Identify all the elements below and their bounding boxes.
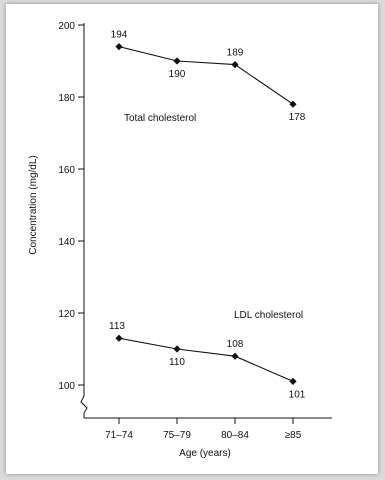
y-tick-label: 160 bbox=[58, 165, 75, 176]
y-ticks: 100 120 140 160 180 200 bbox=[58, 21, 84, 392]
axes bbox=[80, 23, 332, 419]
x-tick-label: 75–79 bbox=[163, 430, 191, 441]
data-point-marker bbox=[231, 61, 239, 69]
total-cholesterol-label: Total cholesterol bbox=[124, 113, 196, 124]
data-label: 178 bbox=[289, 112, 306, 123]
ldl-cholesterol-label: LDL cholesterol bbox=[234, 310, 303, 321]
y-tick-label: 200 bbox=[58, 21, 75, 32]
figure-frame bbox=[6, 4, 378, 474]
data-point-marker bbox=[231, 352, 239, 360]
series-line bbox=[118, 46, 294, 105]
data-point-marker bbox=[289, 100, 297, 108]
y-axis-break-mark bbox=[80, 395, 88, 414]
y-tick-label: 120 bbox=[58, 309, 75, 320]
y-axis-title: Concentration (mg/dL) bbox=[28, 155, 39, 255]
data-label: 108 bbox=[227, 339, 244, 350]
data-label: 194 bbox=[111, 30, 128, 41]
y-tick-label: 180 bbox=[58, 93, 75, 104]
series-1: 113 110 108 101 bbox=[109, 321, 306, 400]
y-tick-label: 140 bbox=[58, 237, 75, 248]
data-point-marker bbox=[173, 57, 181, 65]
series-0: 194 190 189 178 bbox=[111, 30, 306, 124]
data-point-marker bbox=[115, 43, 123, 51]
series-line bbox=[118, 337, 294, 382]
data-label: 189 bbox=[227, 48, 244, 59]
data-label: 110 bbox=[169, 357, 185, 368]
data-label: 101 bbox=[289, 389, 306, 400]
data-label: 190 bbox=[169, 69, 186, 80]
x-axis-title: Age (years) bbox=[179, 448, 231, 459]
x-tick-label: 80–84 bbox=[221, 430, 249, 441]
y-tick-label: 100 bbox=[58, 381, 75, 392]
data-point-marker bbox=[173, 345, 181, 353]
data-label: 113 bbox=[109, 321, 125, 332]
x-ticks: 71–74 75–79 80–84 ≥85 bbox=[105, 418, 302, 441]
data-point-marker bbox=[289, 377, 297, 385]
series-layer: 194 190 189 178 113 110 108 101 bbox=[109, 30, 306, 401]
data-point-marker bbox=[115, 334, 123, 342]
x-tick-label: 71–74 bbox=[105, 430, 133, 441]
x-tick-label: ≥85 bbox=[285, 430, 302, 441]
